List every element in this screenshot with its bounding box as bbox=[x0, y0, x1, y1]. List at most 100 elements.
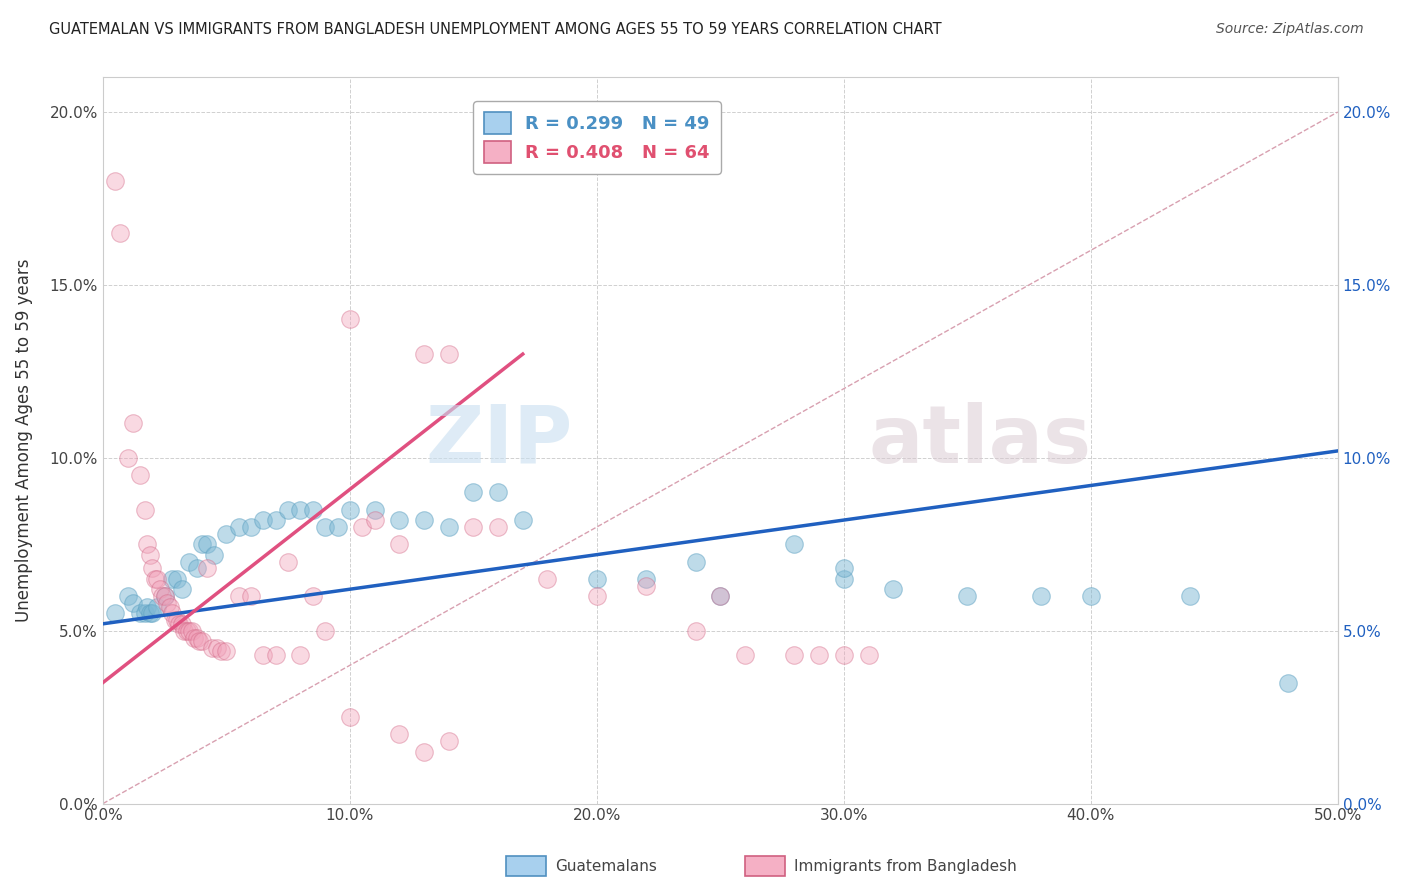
Point bbox=[339, 312, 361, 326]
Point bbox=[195, 561, 218, 575]
Point bbox=[314, 520, 336, 534]
Point bbox=[277, 555, 299, 569]
Point bbox=[882, 582, 904, 597]
Point bbox=[808, 648, 831, 662]
Point bbox=[1178, 589, 1201, 603]
Point bbox=[832, 572, 855, 586]
Point bbox=[134, 607, 156, 621]
Point bbox=[121, 416, 143, 430]
Point bbox=[363, 502, 385, 516]
Point bbox=[134, 502, 156, 516]
Point bbox=[190, 537, 212, 551]
Point bbox=[388, 537, 411, 551]
Point bbox=[190, 634, 212, 648]
Point bbox=[170, 582, 193, 597]
Point bbox=[734, 648, 756, 662]
Point bbox=[166, 572, 188, 586]
Point bbox=[143, 572, 166, 586]
Point bbox=[141, 561, 163, 575]
Point bbox=[179, 555, 201, 569]
Point bbox=[486, 485, 509, 500]
Point bbox=[463, 520, 485, 534]
Point bbox=[437, 520, 460, 534]
Point bbox=[685, 624, 707, 638]
Point bbox=[1277, 675, 1299, 690]
Point bbox=[153, 589, 176, 603]
Point bbox=[159, 599, 181, 614]
Point bbox=[437, 734, 460, 748]
Point bbox=[858, 648, 880, 662]
Point bbox=[228, 520, 250, 534]
Point bbox=[536, 572, 558, 586]
Point bbox=[117, 589, 139, 603]
Point bbox=[301, 589, 323, 603]
Point bbox=[146, 599, 169, 614]
Point bbox=[339, 710, 361, 724]
Y-axis label: Unemployment Among Ages 55 to 59 years: Unemployment Among Ages 55 to 59 years bbox=[15, 259, 32, 623]
Point bbox=[139, 607, 162, 621]
Point bbox=[163, 613, 186, 627]
Point bbox=[129, 607, 152, 621]
Point bbox=[104, 174, 127, 188]
Point bbox=[186, 561, 208, 575]
Point bbox=[264, 648, 287, 662]
Point bbox=[363, 513, 385, 527]
Point bbox=[215, 527, 238, 541]
Point bbox=[290, 648, 312, 662]
Point bbox=[1080, 589, 1102, 603]
Point bbox=[586, 572, 609, 586]
Point bbox=[202, 548, 225, 562]
Text: ZIP: ZIP bbox=[425, 401, 572, 480]
Point bbox=[179, 624, 201, 638]
Text: GUATEMALAN VS IMMIGRANTS FROM BANGLADESH UNEMPLOYMENT AMONG AGES 55 TO 59 YEARS : GUATEMALAN VS IMMIGRANTS FROM BANGLADESH… bbox=[49, 22, 942, 37]
Text: Guatemalans: Guatemalans bbox=[555, 859, 657, 873]
Point bbox=[252, 648, 274, 662]
Point bbox=[180, 624, 202, 638]
Point bbox=[136, 599, 159, 614]
Point bbox=[301, 502, 323, 516]
Point bbox=[252, 513, 274, 527]
Point bbox=[290, 502, 312, 516]
Point bbox=[139, 548, 162, 562]
Point bbox=[156, 596, 179, 610]
Text: atlas: atlas bbox=[869, 401, 1091, 480]
Point bbox=[463, 485, 485, 500]
Point bbox=[176, 624, 198, 638]
Point bbox=[709, 589, 731, 603]
Point bbox=[783, 648, 806, 662]
Point bbox=[956, 589, 979, 603]
Point bbox=[108, 226, 131, 240]
Point bbox=[437, 347, 460, 361]
Point bbox=[146, 572, 169, 586]
Point bbox=[141, 607, 163, 621]
Point bbox=[326, 520, 349, 534]
Point bbox=[150, 589, 173, 603]
Point bbox=[339, 502, 361, 516]
Point bbox=[783, 537, 806, 551]
Point bbox=[117, 450, 139, 465]
Point bbox=[211, 644, 233, 658]
Point bbox=[170, 616, 193, 631]
Point bbox=[205, 640, 228, 655]
Legend: R = 0.299   N = 49, R = 0.408   N = 64: R = 0.299 N = 49, R = 0.408 N = 64 bbox=[472, 101, 721, 174]
Point bbox=[136, 537, 159, 551]
Point bbox=[129, 468, 152, 483]
Point bbox=[104, 607, 127, 621]
Point bbox=[228, 589, 250, 603]
Point bbox=[240, 589, 263, 603]
Point bbox=[188, 634, 211, 648]
Point bbox=[636, 579, 658, 593]
Point bbox=[121, 596, 143, 610]
Point bbox=[183, 631, 205, 645]
Point bbox=[388, 513, 411, 527]
Point bbox=[832, 648, 855, 662]
Point bbox=[200, 640, 222, 655]
Point bbox=[277, 502, 299, 516]
Point bbox=[832, 561, 855, 575]
Point bbox=[709, 589, 731, 603]
Point bbox=[166, 613, 188, 627]
Point bbox=[173, 624, 195, 638]
Point bbox=[153, 589, 176, 603]
Point bbox=[240, 520, 263, 534]
Point bbox=[636, 572, 658, 586]
